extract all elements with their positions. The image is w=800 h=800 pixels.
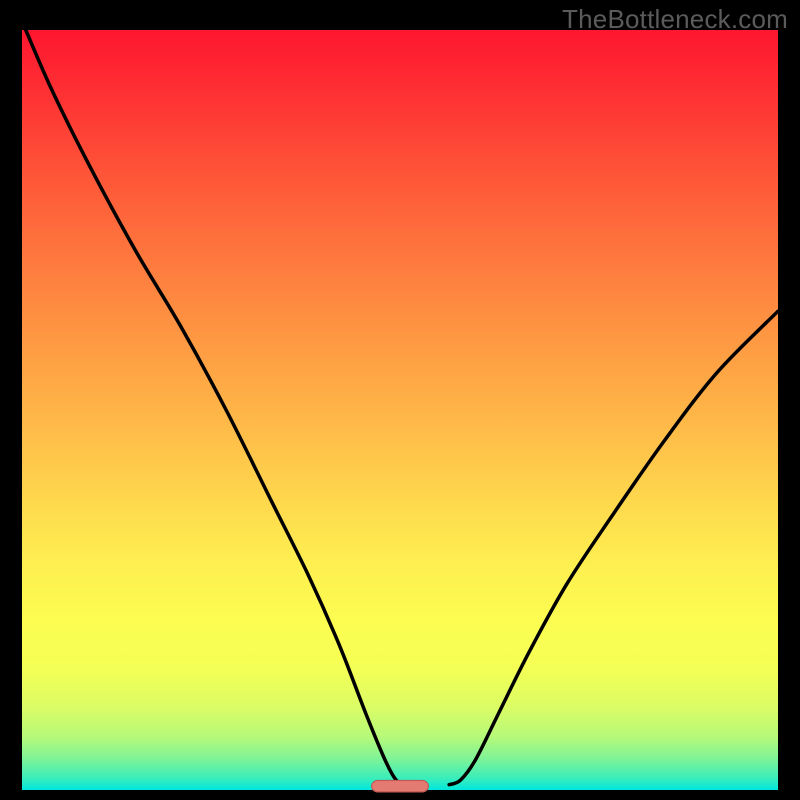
bottleneck-chart bbox=[0, 0, 800, 800]
watermark-text: TheBottleneck.com bbox=[562, 4, 788, 35]
optimum-marker bbox=[372, 781, 429, 792]
chart-frame: TheBottleneck.com bbox=[0, 0, 800, 800]
plot-background bbox=[22, 30, 778, 790]
